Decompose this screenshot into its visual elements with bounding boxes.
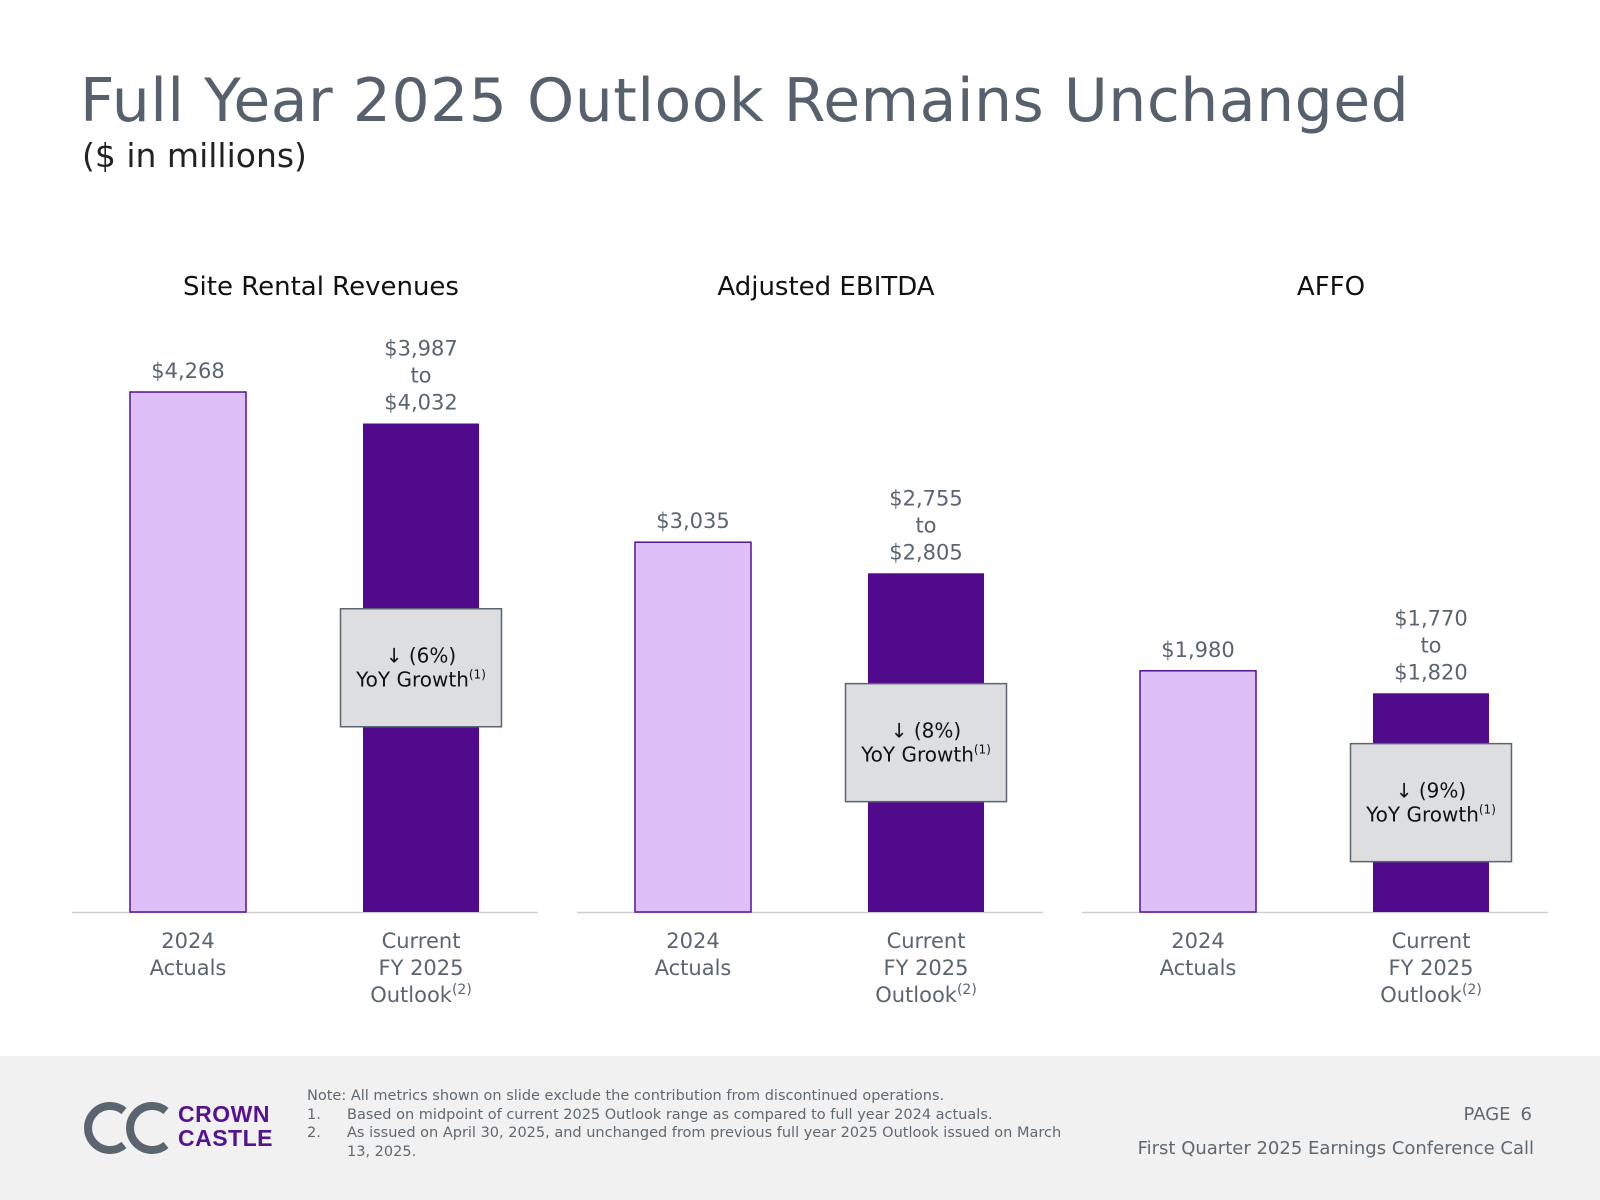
category-label: 2024 <box>161 929 214 953</box>
yoy-growth-label: YoY Growth(1) <box>860 743 991 767</box>
crown-castle-logo: CROWN CASTLE <box>82 1098 282 1160</box>
footnote-1: 1. Based on midpoint of current 2025 Out… <box>307 1106 1067 1125</box>
call-name: First Quarter 2025 Earnings Conference C… <box>1137 1138 1534 1159</box>
value-label: $2,805 <box>889 540 962 564</box>
value-label: $1,820 <box>1394 660 1467 684</box>
value-label: to <box>410 363 431 387</box>
value-label: $3,987 <box>384 336 457 360</box>
note-text: Note: All metrics shown on slide exclude… <box>307 1088 945 1104</box>
chart-3: AFFO $1,980 2024 Actuals $1,770 to $1,820 Curre… <box>1082 272 1548 1007</box>
value-label: $1,980 <box>1161 638 1234 662</box>
chart-title: Adjusted EBITDA <box>717 272 934 302</box>
footnote-number: 2. <box>307 1125 321 1141</box>
value-label: to <box>915 513 936 537</box>
growth-footnote-marker: (1) <box>1479 803 1496 817</box>
logo-line-1: CROWN <box>178 1101 270 1127</box>
chart-1: Site Rental Revenues $4,268 2024 Actuals $3,… <box>72 272 538 1007</box>
logo-line-2: CASTLE <box>178 1125 273 1151</box>
yoy-growth-value: ↓ (6%) <box>386 644 456 668</box>
growth-footnote-marker: (1) <box>469 668 486 682</box>
category-label: Actuals <box>655 956 732 980</box>
category-label: Actuals <box>150 956 227 980</box>
value-label: to <box>1420 633 1441 657</box>
category-footnote-marker: (2) <box>957 982 977 998</box>
value-label: $4,032 <box>384 390 457 414</box>
logo-wordmark: CROWN CASTLE <box>178 1102 273 1150</box>
page-indicator: PAGE 6 <box>1464 1104 1532 1125</box>
category-label: Outlook(2) <box>1380 982 1482 1007</box>
bar-2024-actuals <box>1139 670 1257 913</box>
category-label: Outlook(2) <box>875 982 977 1007</box>
yoy-growth-badge <box>339 607 503 728</box>
yoy-growth-badge <box>1349 742 1513 863</box>
page-title: Full Year 2025 Outlook Remains Unchanged <box>80 66 1410 136</box>
charts-area: Site Rental Revenues $4,268 2024 Actuals $3,… <box>72 272 1548 1007</box>
footer: CROWN CASTLE Note: All metrics shown on … <box>0 1056 1600 1200</box>
yoy-growth-label: YoY Growth(1) <box>355 668 486 692</box>
category-label: Current <box>382 929 461 953</box>
category-label: Current <box>1392 929 1471 953</box>
chart-title: Site Rental Revenues <box>183 272 459 302</box>
page-subtitle: ($ in millions) <box>82 136 307 175</box>
bar-2024-actuals <box>634 541 752 913</box>
page-number: 6 <box>1520 1104 1532 1125</box>
category-footnote-marker: (2) <box>1462 982 1482 998</box>
footnote-text: As issued on April 30, 2025, and unchang… <box>347 1125 1062 1160</box>
page-label: PAGE <box>1463 1104 1511 1125</box>
footnote-number: 1. <box>307 1106 321 1123</box>
category-label: 2024 <box>666 929 719 953</box>
category-label: 2024 <box>1171 929 1224 953</box>
bar-2024-actuals <box>129 391 247 913</box>
category-label: FY 2025 <box>883 956 968 980</box>
chart-2: Adjusted EBITDA $3,035 2024 Actuals $2,755 to… <box>577 272 1043 1007</box>
yoy-growth-label: YoY Growth(1) <box>1365 803 1496 827</box>
yoy-growth-value: ↓ (9%) <box>1396 779 1466 803</box>
growth-footnote-marker: (1) <box>974 743 991 757</box>
category-label: Outlook(2) <box>370 982 472 1007</box>
footnote-text: Based on midpoint of current 2025 Outloo… <box>347 1106 993 1123</box>
category-label: FY 2025 <box>378 956 463 980</box>
category-label: Current <box>887 929 966 953</box>
footnote-2: 2. As issued on April 30, 2025, and unch… <box>307 1124 1067 1161</box>
yoy-growth-badge <box>844 682 1008 803</box>
category-label: FY 2025 <box>1388 956 1473 980</box>
value-label: $1,770 <box>1394 606 1467 630</box>
footnotes: Note: All metrics shown on slide exclude… <box>307 1087 1067 1161</box>
category-label: Actuals <box>1160 956 1237 980</box>
value-label: $4,268 <box>151 359 224 383</box>
crown-castle-logo-icon <box>84 1102 169 1154</box>
category-footnote-marker: (2) <box>452 982 472 998</box>
yoy-growth-value: ↓ (8%) <box>891 719 961 743</box>
value-label: $2,755 <box>889 486 962 510</box>
value-label: $3,035 <box>656 509 729 533</box>
chart-title: AFFO <box>1297 272 1365 302</box>
